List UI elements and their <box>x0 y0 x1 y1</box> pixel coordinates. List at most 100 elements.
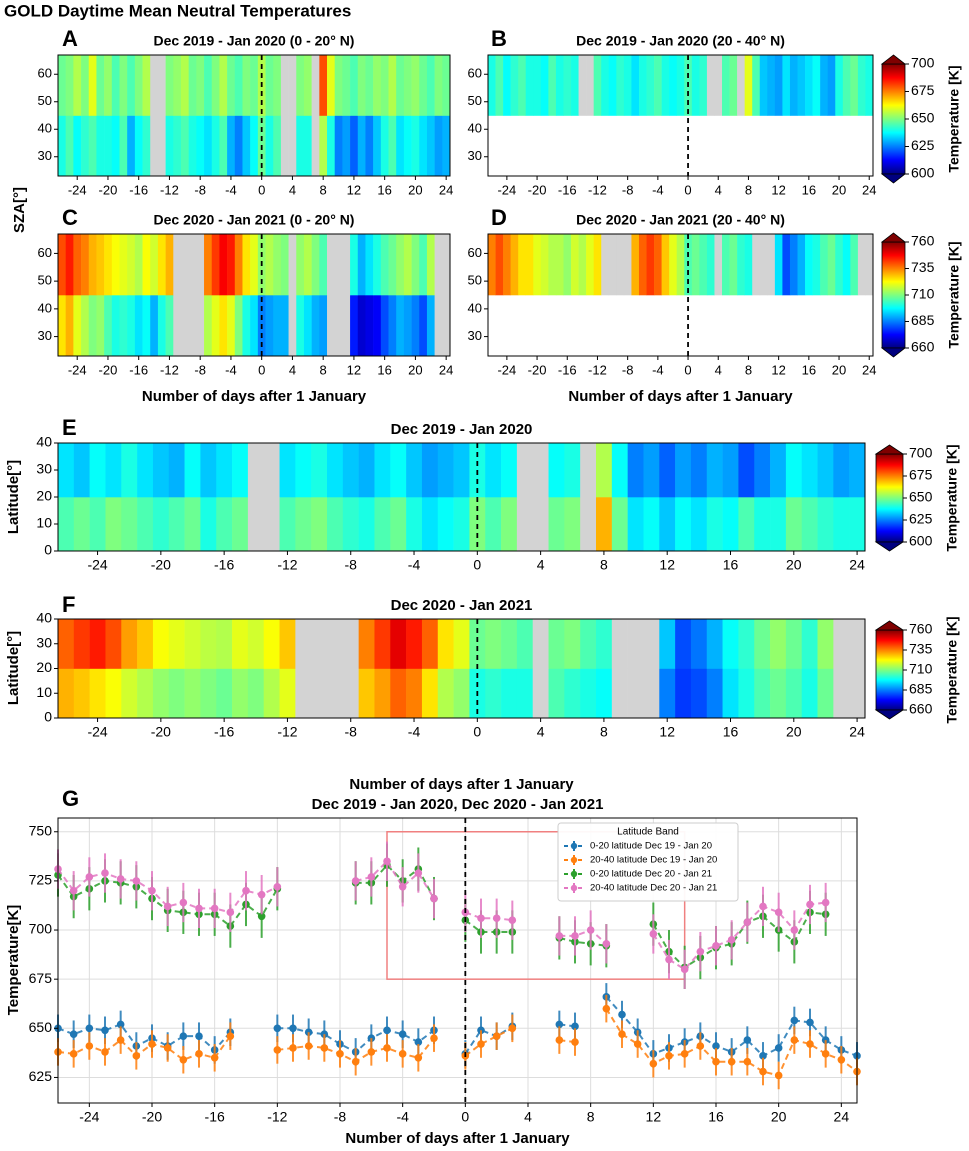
colorbar-tick-label: 600 <box>909 533 933 549</box>
heat-cell <box>200 443 217 498</box>
heat-cell <box>608 55 617 116</box>
heat-cell <box>564 668 581 719</box>
x-tick-label: 12 <box>646 1109 662 1125</box>
data-point <box>257 912 266 921</box>
missing-cell <box>434 295 443 357</box>
data-point <box>743 1057 752 1066</box>
data-point <box>555 932 564 940</box>
heat-cell <box>411 295 420 357</box>
heat-cell <box>754 668 771 719</box>
heat-cell <box>211 55 220 116</box>
heat-cell <box>319 115 328 177</box>
data-point <box>132 1052 141 1060</box>
heat-cell <box>669 55 678 116</box>
heat-cell <box>770 443 787 498</box>
missing-cell <box>196 234 205 296</box>
colorbar-tick-label: 650 <box>911 110 935 126</box>
missing-cell <box>288 295 297 357</box>
heat-cell <box>495 234 504 296</box>
heat-cell <box>616 55 625 116</box>
heat-cell <box>593 55 602 116</box>
x-tick-label: -8 <box>194 362 206 377</box>
data-point <box>85 873 94 881</box>
x-tick-label: 0 <box>684 182 691 197</box>
missing-cell <box>643 619 660 669</box>
heat-cell <box>827 55 836 116</box>
x-tick-label: -4 <box>396 1109 409 1125</box>
heat-cell <box>150 295 159 357</box>
heat-cell <box>273 234 282 296</box>
heat-cell <box>380 234 389 296</box>
colorbar-tick-label: 710 <box>911 286 935 302</box>
x-axis-label: Number of days after 1 January <box>568 388 793 405</box>
x-tick-label: 4 <box>524 1109 532 1125</box>
x-tick-label: 24 <box>439 362 453 377</box>
missing-cell <box>532 497 549 552</box>
missing-cell <box>247 443 265 498</box>
heat-cell <box>105 619 122 669</box>
data-point <box>806 1018 814 1027</box>
y-axis-label: Temperature[K] <box>5 905 22 1016</box>
heat-cell <box>857 55 866 116</box>
data-point <box>414 1038 423 1046</box>
heat-cell <box>357 115 366 177</box>
data-point <box>712 941 720 950</box>
missing-cell <box>280 55 289 116</box>
data-point <box>163 1044 172 1052</box>
heat-cell <box>296 115 305 177</box>
heat-cell <box>797 55 806 116</box>
x-tick-label: 20 <box>771 1109 787 1125</box>
y-tick-label: 10 <box>36 515 52 531</box>
highlight-box <box>386 831 686 980</box>
y-tick-label: 50 <box>468 273 482 288</box>
data-point <box>351 877 360 885</box>
x-tick-label: 24 <box>849 724 865 740</box>
heat-cell <box>805 234 813 296</box>
data-point <box>665 955 673 964</box>
x-tick-label: 4 <box>537 724 545 740</box>
y-tick-label: 650 <box>29 1019 53 1035</box>
data-point <box>304 1028 313 1037</box>
heat-cell <box>58 443 75 498</box>
x-tick-label: -8 <box>194 182 206 197</box>
figure-title: GOLD Daytime Mean Neutral Temperatures <box>4 1 351 20</box>
missing-cell <box>643 668 660 719</box>
series-line <box>464 911 513 922</box>
heat-cell <box>426 55 435 116</box>
heat-cell <box>403 295 412 357</box>
heat-cell <box>311 497 328 552</box>
heat-cell <box>453 619 470 669</box>
x-tick-label: -24 <box>497 362 516 377</box>
data-point <box>759 1067 767 1076</box>
heat-cell <box>820 234 829 296</box>
heat-cell <box>738 619 755 669</box>
series-line <box>559 936 607 947</box>
x-tick-label: 16 <box>802 362 816 377</box>
heat-cell <box>303 115 312 177</box>
heat-cell <box>722 668 739 719</box>
data-point <box>101 1026 109 1035</box>
heat-cell <box>357 295 366 357</box>
missing-cell <box>442 295 451 357</box>
heat-cell <box>96 295 105 357</box>
x-tick-label: -24 <box>87 724 107 740</box>
x-tick-label: 8 <box>600 557 608 573</box>
x-tick-label: 24 <box>862 362 876 377</box>
heat-cell <box>234 115 243 177</box>
y-tick-label: 60 <box>468 245 482 260</box>
data-point <box>398 882 407 891</box>
heat-cell <box>785 443 803 498</box>
heat-cell <box>200 668 217 719</box>
heat-cell <box>638 234 647 296</box>
colorbar-extend <box>880 347 907 358</box>
data-point <box>116 875 125 883</box>
x-tick-label: -20 <box>528 362 547 377</box>
heat-cell <box>234 234 243 296</box>
heat-cell <box>121 668 138 719</box>
missing-cell <box>288 115 297 177</box>
data-point <box>790 926 799 934</box>
heat-cell <box>88 115 97 177</box>
heat-cell <box>849 497 866 552</box>
heat-cell <box>833 497 850 552</box>
heat-cell <box>250 115 259 177</box>
